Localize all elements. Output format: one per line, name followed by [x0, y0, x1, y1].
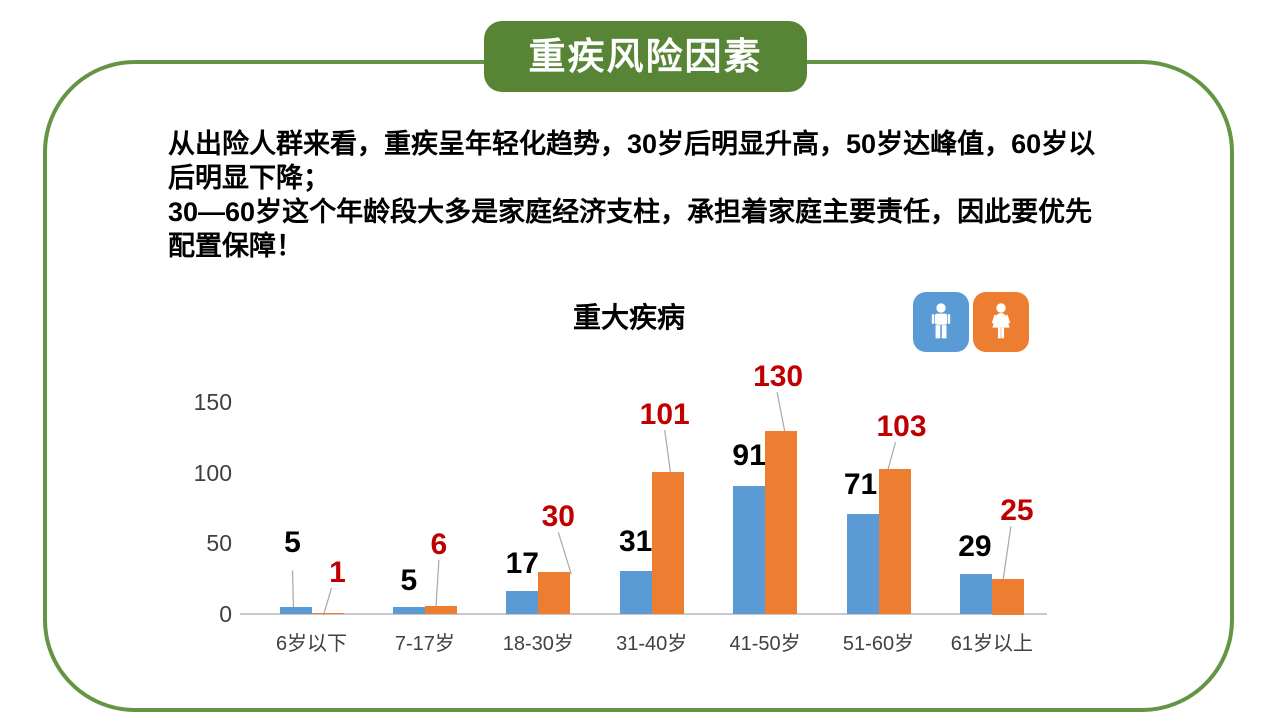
- bar-male-7-17岁: [392, 607, 425, 615]
- x-axis-category-label: 6岁以下: [275, 633, 348, 655]
- male-icon: [913, 292, 969, 352]
- female-figure: [991, 303, 1011, 339]
- x-axis-category-label: 7-17岁: [394, 633, 455, 655]
- y-axis-tick-label: 150: [193, 389, 232, 415]
- bar-label-male: 71: [843, 468, 878, 502]
- x-axis-category-label: 51-60岁: [842, 633, 915, 655]
- bar-female-6岁以下: [311, 613, 344, 615]
- bar-label-male: 5: [284, 526, 301, 560]
- bar-label-female: 103: [876, 410, 927, 444]
- bar-label-female: 101: [639, 398, 690, 432]
- slide-title: 重疾风险因素: [528, 36, 763, 77]
- body-text-line: 配置保障！: [168, 231, 303, 261]
- bar-label-female: 130: [753, 360, 804, 394]
- female-icon: [973, 292, 1029, 352]
- bar-male-51-60岁: [846, 514, 879, 615]
- bar-female-41-50岁: [765, 431, 798, 615]
- bar-label-male: 17: [505, 546, 539, 580]
- y-axis-tick-label: 0: [219, 600, 232, 627]
- bar-label-male: 29: [958, 529, 992, 563]
- x-axis-category-label: 18-30岁: [502, 633, 574, 655]
- bar-label-male: 91: [732, 439, 766, 473]
- body-text-line: 30—60岁这个年龄段大多是家庭经济支柱，承担着家庭主要责任，因此要优先: [168, 197, 1093, 227]
- body-text-line: 从出险人群来看，重疾呈年轻化趋势，30岁后明显升高，50岁达峰值，60岁以: [168, 129, 1096, 159]
- bar-female-61岁以上: [991, 579, 1024, 615]
- bar-male-31-40岁: [619, 570, 652, 615]
- bar-male-61岁以上: [959, 573, 992, 615]
- bar-label-female: 1: [329, 556, 346, 590]
- bar-female-31-40岁: [651, 472, 684, 615]
- slide-title-banner: 重疾风险因素: [484, 21, 807, 92]
- body-text-line: 后明显下降；: [168, 163, 330, 193]
- body-text: 从出险人群来看，重疾呈年轻化趋势，30岁后明显升高，50岁达峰值，60岁以 后明…: [168, 127, 1143, 263]
- bar-male-6岁以下: [279, 607, 312, 615]
- bar-label-female: 25: [1000, 494, 1034, 528]
- bar-female-7-17岁: [424, 606, 457, 615]
- y-axis-tick-label: 50: [206, 530, 232, 556]
- y-axis-tick-label: 100: [193, 459, 232, 486]
- bar-female-51-60岁: [878, 469, 911, 615]
- chart-title: 重大疾病: [572, 302, 685, 333]
- bar-label-male: 31: [619, 524, 653, 558]
- chart-legend: [913, 292, 1029, 352]
- x-axis-category-label: 41-50岁: [729, 633, 801, 655]
- bar-label-female: 6: [430, 528, 448, 562]
- bar-female-18-30岁: [538, 572, 571, 615]
- x-axis-category-label: 31-40岁: [616, 633, 688, 655]
- bar-label-female: 30: [541, 500, 575, 534]
- bar-label-male: 5: [400, 564, 418, 598]
- bar-male-18-30岁: [506, 590, 539, 615]
- male-figure: [931, 303, 951, 339]
- bar-male-41-50岁: [733, 486, 766, 615]
- x-axis-category-label: 61岁以上: [950, 633, 1034, 655]
